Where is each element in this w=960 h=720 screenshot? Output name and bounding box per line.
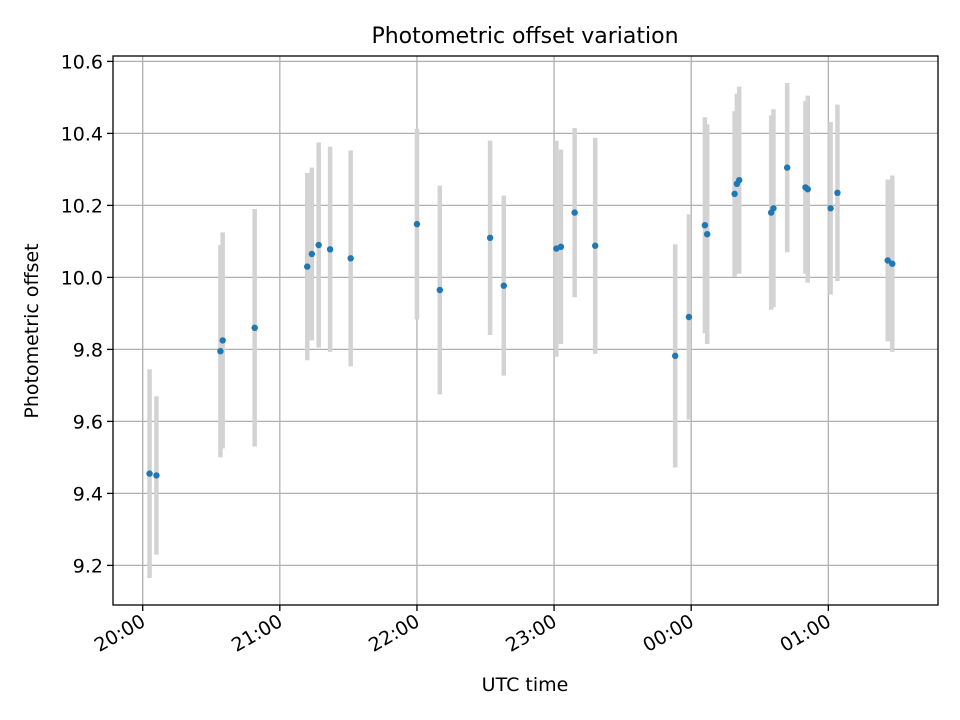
data-point bbox=[500, 282, 507, 289]
data-point bbox=[834, 189, 841, 196]
data-point bbox=[304, 263, 311, 270]
data-point bbox=[557, 243, 565, 250]
data-points bbox=[146, 164, 896, 479]
data-point bbox=[592, 242, 599, 249]
y-tick-label: 9.8 bbox=[73, 339, 103, 361]
data-point bbox=[315, 241, 322, 249]
data-point bbox=[326, 246, 334, 253]
y-tick-label: 10.6 bbox=[61, 51, 103, 73]
y-tick-label: 9.4 bbox=[73, 483, 103, 505]
y-tick-label: 9.6 bbox=[73, 411, 103, 433]
data-point bbox=[770, 205, 777, 212]
data-point bbox=[436, 286, 444, 294]
data-point bbox=[251, 324, 258, 331]
data-point bbox=[217, 348, 224, 355]
data-point bbox=[308, 250, 316, 258]
data-point bbox=[804, 186, 811, 193]
chart-title: Photometric offset variation bbox=[371, 24, 678, 49]
data-point bbox=[347, 255, 354, 262]
data-point bbox=[571, 209, 578, 216]
data-point bbox=[486, 234, 494, 241]
data-point bbox=[413, 220, 421, 228]
data-point bbox=[146, 470, 153, 477]
data-point bbox=[735, 177, 743, 184]
data-point bbox=[703, 231, 711, 238]
data-point bbox=[671, 352, 679, 360]
data-point bbox=[731, 190, 738, 198]
x-axis-label: UTC time bbox=[482, 674, 569, 696]
y-tick-label: 10.2 bbox=[61, 195, 103, 217]
data-point bbox=[153, 472, 160, 479]
y-tick-label: 10.0 bbox=[61, 267, 103, 289]
y-tick-label: 10.4 bbox=[61, 123, 103, 145]
data-point bbox=[219, 337, 226, 344]
grid-lines bbox=[113, 56, 938, 605]
y-tick-label: 9.2 bbox=[73, 555, 103, 577]
y-axis-ticks: 9.2 9.4 9.6 9.8 10.0 10.2 10.4 10.6 bbox=[61, 51, 113, 577]
data-point bbox=[884, 257, 891, 264]
data-point bbox=[701, 222, 709, 229]
data-point bbox=[685, 313, 693, 321]
plot-frame bbox=[112, 55, 939, 606]
data-point bbox=[827, 205, 834, 212]
data-point bbox=[889, 260, 896, 267]
data-point bbox=[783, 164, 791, 171]
y-axis-label: Photometric offset bbox=[21, 243, 43, 418]
